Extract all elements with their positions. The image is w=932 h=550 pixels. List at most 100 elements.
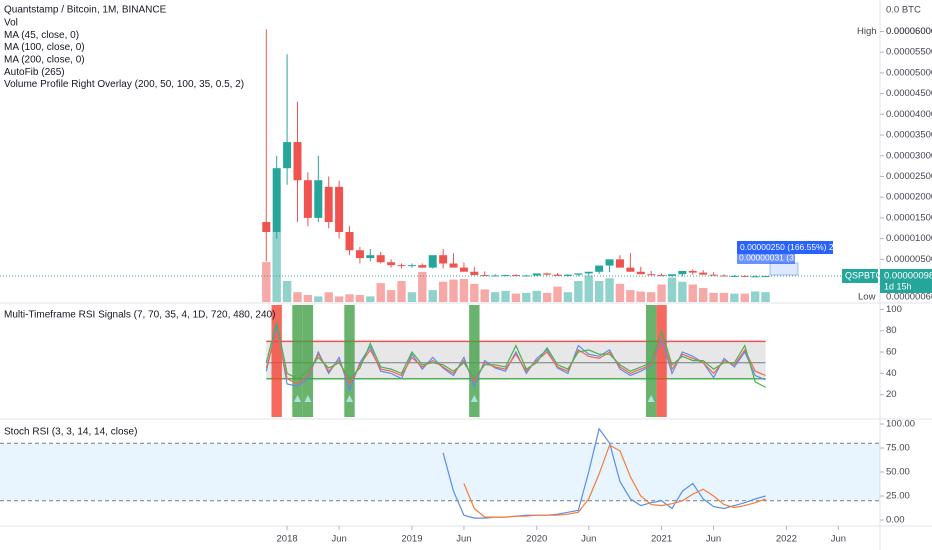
candle-body [418, 265, 427, 268]
candle-body [636, 271, 645, 275]
candle-body [397, 265, 406, 267]
candle-body [335, 186, 344, 232]
candle-body [449, 263, 458, 268]
candle-body [480, 275, 489, 277]
volume-bar [511, 293, 521, 302]
y-tick-label: 60 [886, 347, 897, 358]
y-tick-label: 0.00003500 [886, 130, 932, 141]
y-tick-label: 25.00 [886, 491, 910, 502]
candle-body [595, 265, 604, 272]
volume-bar [314, 296, 323, 302]
volume-bar [584, 275, 593, 302]
y-tick-label: 50.00 [886, 467, 910, 478]
volume-bar [428, 290, 437, 302]
candle-body [293, 142, 302, 181]
volume-bar [698, 288, 708, 302]
volume-bar [272, 232, 281, 302]
candle-body [605, 259, 614, 266]
candle-body [407, 265, 416, 267]
volume-bar [355, 295, 365, 302]
candle-body [574, 273, 583, 275]
x-tick-label: 2020 [526, 534, 547, 545]
volume-bar [615, 283, 625, 302]
x-tick-label: Jun [831, 534, 846, 545]
candle-body [584, 271, 593, 274]
volume-bar [282, 281, 292, 302]
candle-body [303, 180, 312, 218]
y-tick-label: 75.00 [886, 443, 910, 454]
volume-bar [657, 284, 666, 302]
candle-body [532, 273, 541, 276]
buy_signals-arrow [346, 395, 354, 402]
legend-entry: MA (100, close, 0) [4, 42, 85, 53]
last-price-label: 0.00000098 [884, 270, 932, 281]
candle-body [439, 255, 448, 264]
buy_signals-column [469, 305, 480, 417]
volume-bar [594, 281, 604, 302]
x-tick-label: Jun [331, 534, 346, 545]
indicator-line [265, 322, 766, 388]
candle-body [324, 186, 333, 223]
y-tick-label: 0.00001500 [886, 212, 932, 223]
symbol-label: QSPBTC [845, 270, 883, 280]
candle-body [543, 273, 552, 275]
legend-entry: Vol [4, 18, 18, 29]
stoch-band [0, 443, 880, 501]
legend-entry: MA (45, close, 0) [4, 30, 79, 41]
y-tick-label: 0.00000500 [886, 254, 932, 265]
x-tick-label: 2022 [776, 534, 797, 545]
candle-body [501, 275, 510, 277]
candle-body [657, 275, 666, 277]
volume-bar [667, 277, 677, 302]
buy_signals-arrow [470, 395, 478, 402]
volume-bar [678, 281, 687, 302]
buy_signals-column [292, 305, 303, 417]
volume-bar [324, 292, 333, 302]
y-tick-label: 40 [886, 368, 897, 379]
candle-body [470, 271, 479, 276]
candle-body [272, 168, 281, 232]
sell_signals-column [656, 305, 667, 417]
volume-bar [522, 292, 531, 302]
candle-body [511, 275, 520, 277]
y-tick-label: 0.00004000 [886, 109, 932, 120]
y-tick-label: 0.00005500 [886, 47, 932, 58]
legend-entry: MA (200, close, 0) [4, 55, 85, 66]
buy_signals-column [302, 305, 314, 417]
candle-body [667, 274, 676, 276]
candle-body [688, 270, 697, 273]
volume-bar [470, 283, 479, 302]
y-tick-label: 80 [886, 325, 897, 336]
volume-bar [366, 296, 375, 302]
volume-bar [719, 292, 729, 302]
pane-title: Multi-Timeframe RSI Signals (7, 70, 35, … [4, 310, 275, 321]
volume-bar [646, 292, 656, 302]
candle-body [283, 142, 292, 169]
volume-profile [769, 262, 799, 276]
candle-body [355, 250, 364, 259]
volume-bar [438, 281, 448, 302]
candle-body [459, 267, 468, 272]
fib-box [737, 241, 833, 254]
candle-body [314, 180, 323, 218]
chart-title: Quantstamp / Bitcoin, 1M, BINANCE [4, 5, 167, 16]
axis-top-label: 0.0 BTC [886, 5, 921, 16]
candle-body [709, 274, 718, 276]
fib-label: 0.00000250 (166.55%) 250 [740, 242, 843, 252]
low-tag: Low [858, 291, 876, 302]
candle-body [563, 274, 572, 276]
y-tick-label: 0.00001000 [886, 233, 932, 244]
volume-bar [636, 291, 645, 302]
x-tick-label: 2018 [277, 534, 298, 545]
indicator-line [265, 325, 766, 393]
volume-bar [574, 281, 583, 302]
x-tick-label: 2019 [401, 534, 422, 545]
volume-bar [449, 279, 458, 302]
sell_signals-column [271, 305, 282, 417]
volume-bar [397, 281, 406, 302]
candle-body [376, 255, 385, 263]
volume-bar [459, 278, 469, 302]
candle-body [553, 274, 562, 276]
